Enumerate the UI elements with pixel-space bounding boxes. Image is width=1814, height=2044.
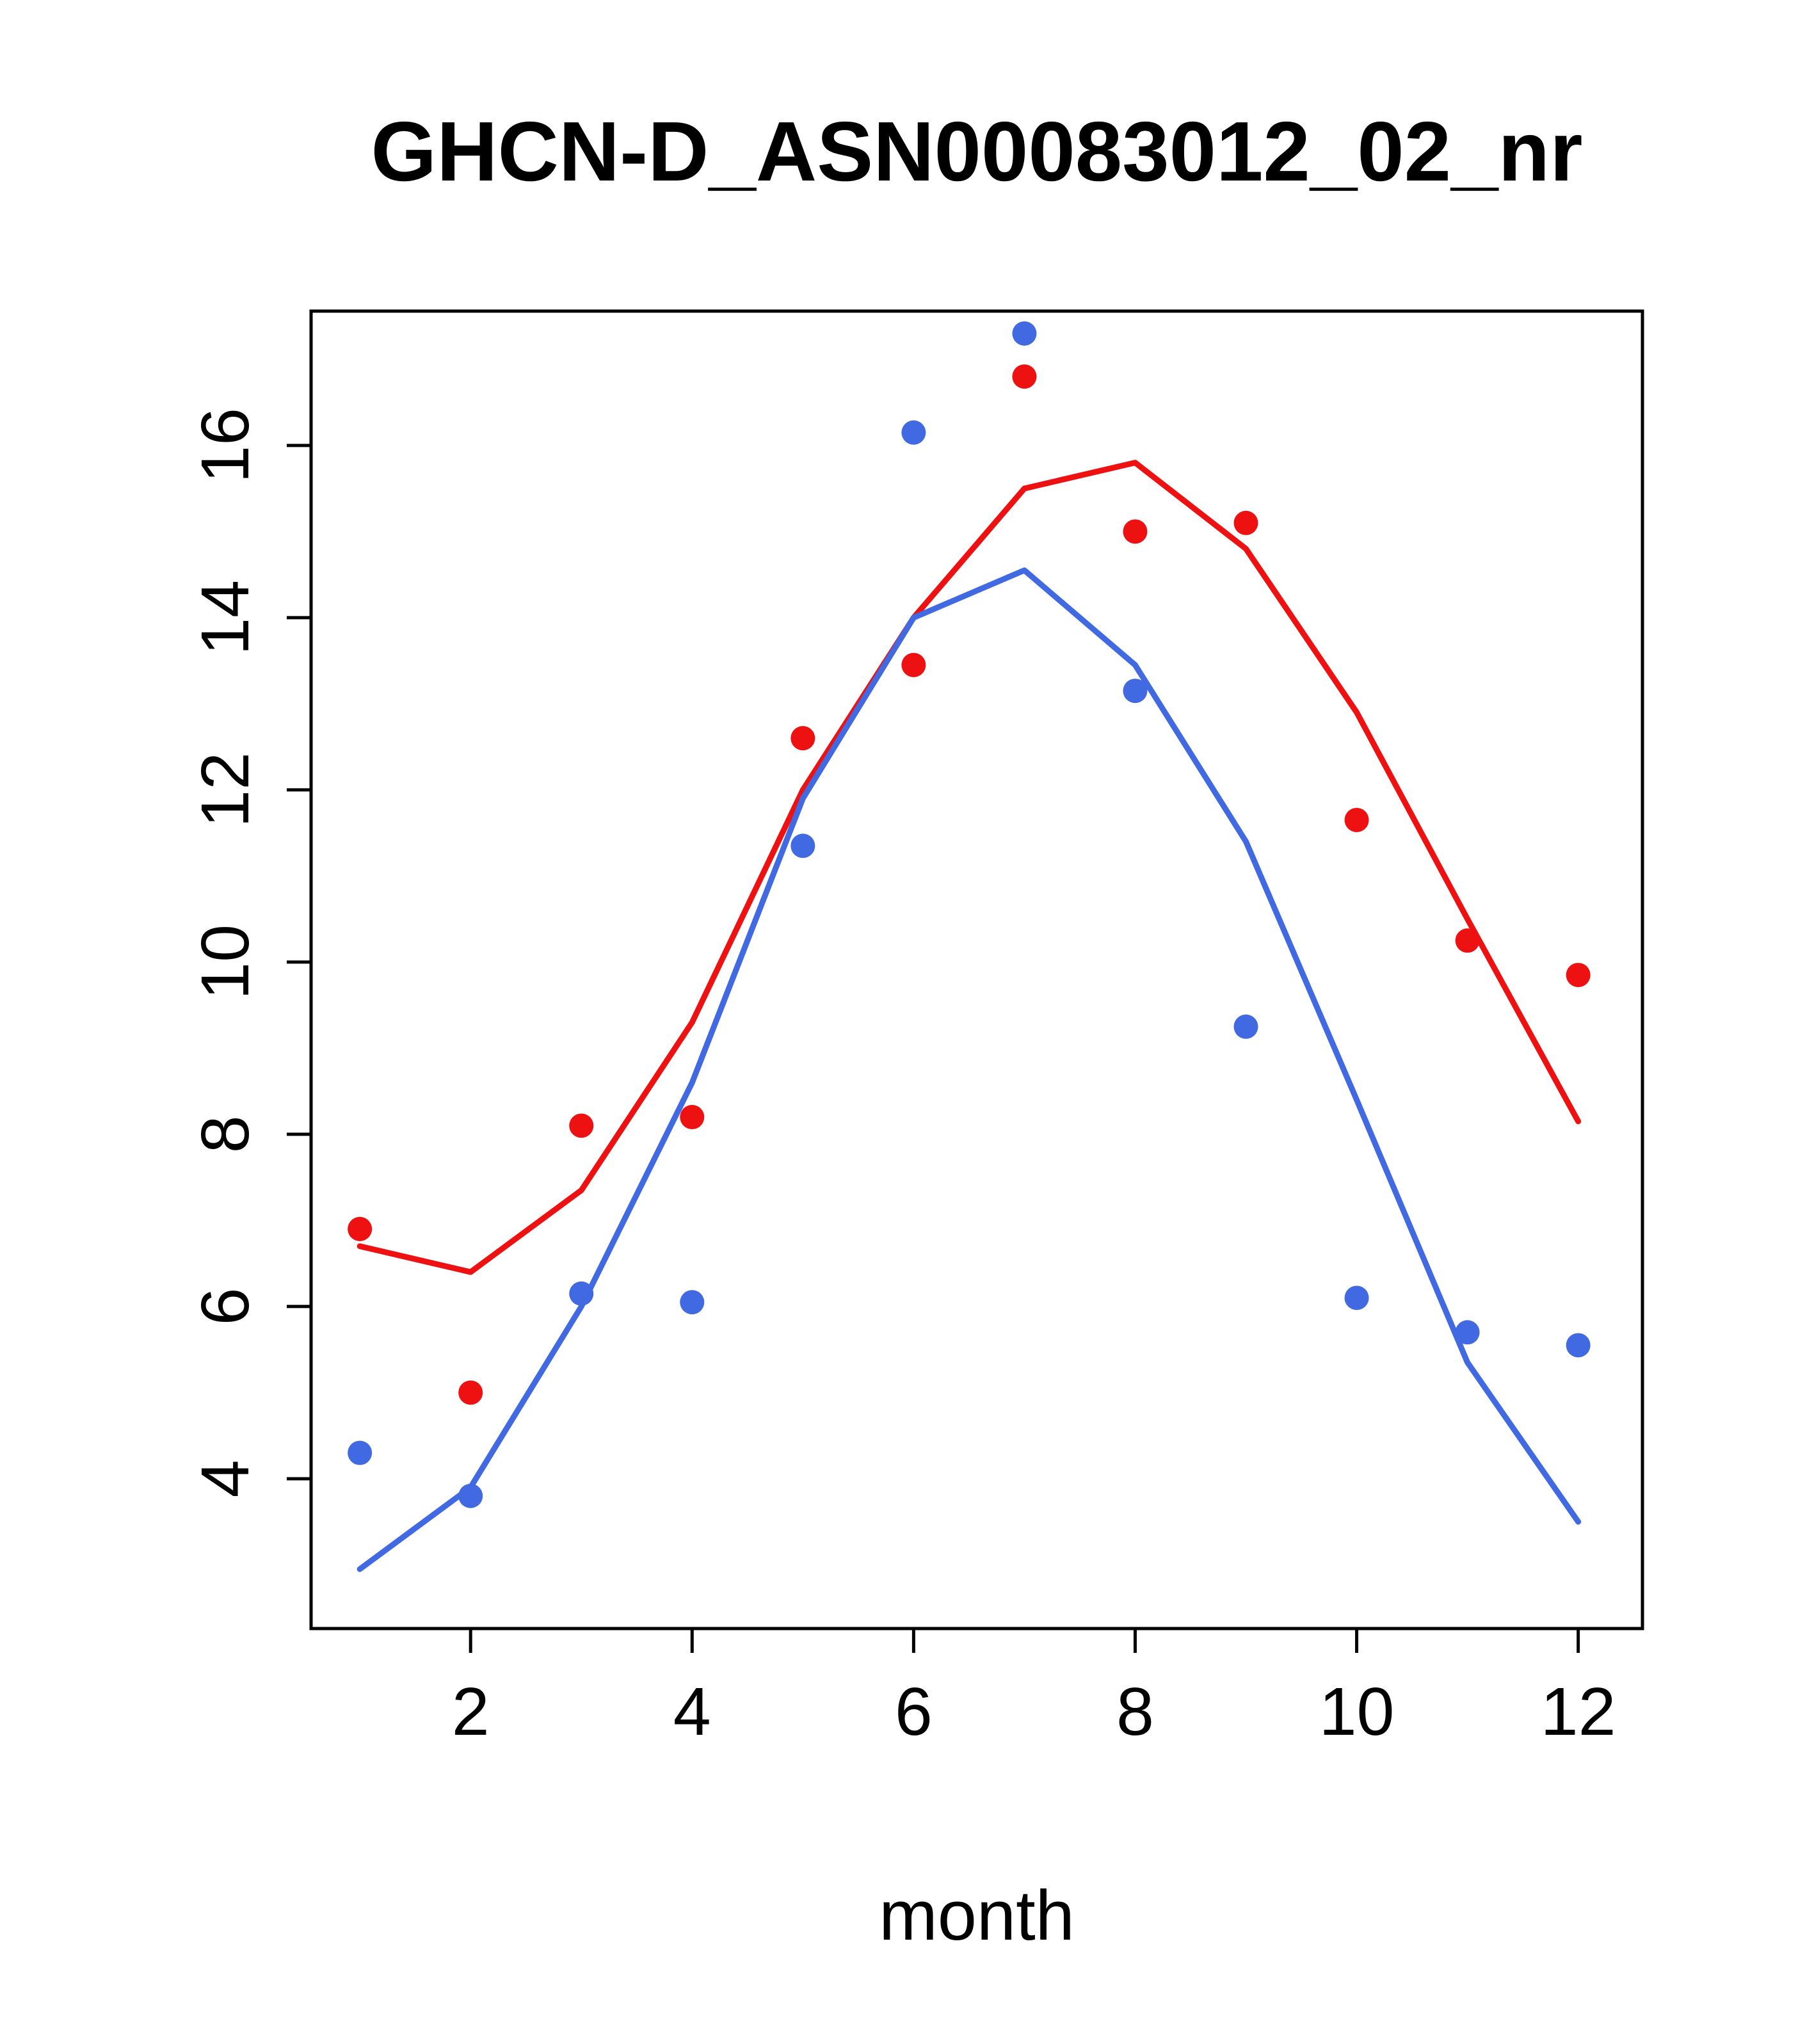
red-points-marker	[348, 1216, 373, 1241]
blue-line	[357, 567, 1582, 1572]
y-tick-label: 8	[188, 1115, 263, 1153]
red-line	[357, 460, 1582, 1275]
blue-points-marker	[1012, 321, 1037, 346]
x-tick-label: 10	[1319, 1674, 1395, 1750]
red-points-marker	[901, 652, 926, 677]
plot-frame	[309, 309, 1644, 1630]
red-points-marker	[1012, 364, 1037, 389]
red-points-marker	[1233, 510, 1258, 535]
blue-points-marker	[680, 1290, 705, 1315]
chart-title: GHCN-D_ASN00083012_02_nr	[371, 104, 1583, 198]
y-tick-label: 16	[188, 408, 263, 483]
red-points-marker	[569, 1113, 594, 1138]
red-points-marker	[791, 726, 815, 751]
blue-points-marker	[1233, 1014, 1258, 1039]
x-axis-ticks: 2 4 6 8 10 12	[452, 1629, 1616, 1750]
x-tick-label: 4	[673, 1674, 711, 1750]
y-tick-label: 10	[188, 924, 263, 1000]
x-axis-label: month	[879, 1876, 1075, 1955]
blue-points-marker	[1566, 1333, 1591, 1358]
red-points-marker	[680, 1105, 705, 1130]
data-series	[348, 321, 1591, 1572]
y-tick-label: 4	[188, 1460, 263, 1497]
blue-points-marker	[1123, 679, 1148, 704]
y-tick-label: 12	[188, 752, 263, 828]
blue-points-marker	[348, 1440, 373, 1465]
blue-points-marker	[569, 1281, 594, 1306]
red-points-marker	[1123, 519, 1148, 544]
y-tick-label: 14	[188, 580, 263, 656]
red-points-marker	[1455, 928, 1480, 953]
x-tick-label: 2	[452, 1674, 490, 1750]
blue-points-marker	[1344, 1285, 1369, 1310]
blue-points-marker	[1455, 1320, 1480, 1345]
x-tick-label: 6	[895, 1674, 933, 1750]
x-tick-label: 12	[1541, 1674, 1616, 1750]
x-tick-label: 8	[1116, 1674, 1154, 1750]
y-axis-ticks: 4 6 8 10 12 14 16	[188, 408, 311, 1497]
red-points-marker	[1566, 963, 1591, 988]
red-points-marker	[458, 1380, 483, 1405]
red-points-marker	[1344, 807, 1369, 832]
blue-points-marker	[458, 1483, 483, 1508]
blue-points-marker	[791, 833, 815, 858]
blue-points-marker	[901, 420, 926, 445]
y-tick-label: 6	[188, 1287, 263, 1325]
